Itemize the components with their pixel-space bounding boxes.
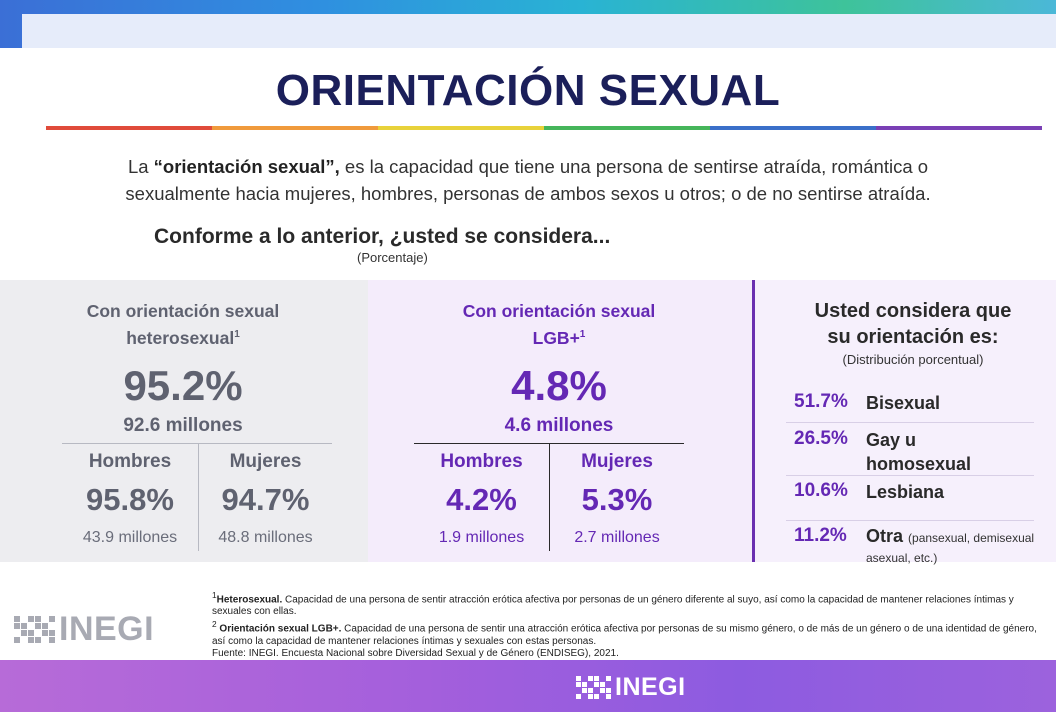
footnote-2-text: Capacidad de una persona de sentir una a… — [212, 623, 1037, 647]
distribution-separator — [786, 475, 1034, 476]
distribution-panel — [752, 280, 1056, 562]
lgb-men-label: Hombres — [440, 451, 523, 472]
distribution-title-line2: su orientación es: — [827, 326, 999, 348]
distribution-unit: (Distribución porcentual) — [842, 352, 984, 367]
lgb-men-percent: 4.2% — [446, 482, 517, 517]
distribution-percent: 10.6% — [794, 480, 848, 501]
footnotes: 1Heterosexual. Capacidad de una persona … — [212, 589, 1040, 660]
distribution-divider — [752, 280, 755, 562]
distribution-label: Otra (pansexual, demisexual asexual, etc… — [866, 525, 1036, 567]
lgb-women-percent: 5.3% — [581, 482, 653, 517]
lgb-note-mark: 1 — [579, 329, 586, 340]
intro-term: “orientación sexual”, — [153, 156, 340, 177]
lgb-panel — [368, 280, 752, 562]
footnote-2: 2 Orientación sexual LGB+. Capacidad de … — [212, 618, 1040, 647]
footnote-1-term: Heterosexual. — [216, 594, 283, 606]
distribution-label: Lesbiana — [866, 482, 945, 502]
footnote-1-text: Capacidad de una persona de sentir atrac… — [212, 594, 1014, 618]
distribution-label-extra: (pansexual, demisexual asexual, etc.) — [866, 531, 1035, 565]
top-sheet-edge — [22, 14, 1056, 54]
distribution-percent: 26.5% — [794, 428, 848, 449]
hetero-men-millions: 43.9 millones — [82, 529, 178, 546]
hetero-women-millions: 48.8 millones — [218, 529, 313, 546]
footnote-2-mark: 2 — [212, 619, 217, 630]
inegi-logo-bottom-mark-icon — [576, 676, 611, 699]
intro-text: La “orientación sexual”, es la capacidad… — [60, 153, 996, 207]
rainbow-segment — [544, 126, 710, 130]
hetero-men-percent: 95.8% — [86, 482, 174, 517]
hetero-millions: 92.6 millones — [123, 415, 243, 436]
distribution-title: Usted considera que su orientación es: — [770, 298, 1056, 350]
lgb-millions: 4.6 millones — [504, 415, 614, 436]
hetero-panel — [0, 280, 368, 562]
lgb-men-millions: 1.9 millones — [438, 529, 525, 546]
footnote-2-term: Orientación sexual LGB+. — [219, 623, 342, 635]
lgb-vline — [549, 443, 550, 551]
rainbow-divider — [46, 126, 1042, 130]
question-unit: (Porcentaje) — [357, 250, 428, 265]
hetero-hline — [62, 443, 332, 444]
inegi-logo-mark-icon — [14, 616, 55, 643]
hetero-women-label: Mujeres — [229, 451, 302, 472]
hetero-men-label: Hombres — [88, 451, 172, 472]
rainbow-segment — [378, 126, 544, 130]
lgb-percent: 4.8% — [511, 362, 607, 409]
distribution-label: Gay u homosexual — [866, 430, 972, 474]
distribution-percent: 11.2% — [794, 525, 847, 546]
distribution-percent: 51.7% — [794, 391, 848, 412]
inegi-logo-bottom: INEGI — [576, 673, 686, 702]
hetero-percent: 95.2% — [123, 362, 243, 409]
intro-lead: La — [127, 156, 154, 177]
lgb-women-millions: 2.7 millones — [574, 529, 660, 546]
distribution-label: Bisexual — [866, 393, 941, 413]
hetero-note-mark: 1 — [234, 329, 240, 340]
distribution-label-text: Otra — [866, 526, 904, 546]
hetero-women-percent: 94.7% — [221, 482, 310, 517]
inegi-logo: INEGI — [14, 610, 154, 649]
question-heading: Conforme a lo anterior, ¿usted se consid… — [154, 225, 611, 248]
bottom-color-band — [0, 660, 1056, 712]
page-title: ORIENTACIÓN SEXUAL — [275, 66, 781, 115]
intro-line1-rest: es la capacidad que tiene una persona de… — [339, 156, 929, 177]
inegi-logo-bottom-text: INEGI — [615, 673, 686, 701]
hetero-title-line2: heterosexual — [126, 327, 235, 348]
footnote-1-mark: 1 — [212, 590, 217, 600]
rainbow-segment — [46, 126, 212, 130]
distribution-separator — [786, 422, 1034, 423]
hetero-title: Con orientación sexual heterosexual1 — [20, 300, 346, 350]
rainbow-segment — [212, 126, 378, 130]
distribution-separator — [786, 520, 1034, 521]
distribution-title-line1: Usted considera que — [814, 300, 1012, 322]
hetero-title-line1: Con orientación sexual — [86, 301, 280, 321]
lgb-title: Con orientación sexual LGB+1 — [396, 300, 722, 350]
footnote-1: 1Heterosexual. Capacidad de una persona … — [212, 589, 1040, 618]
lgb-women-label: Mujeres — [581, 451, 653, 472]
inegi-logo-text: INEGI — [59, 610, 155, 648]
lgb-title-line2: LGB+ — [532, 327, 580, 348]
lgb-title-line1: Con orientación sexual — [462, 301, 656, 321]
hetero-vline — [198, 443, 199, 551]
footnote-source: Fuente: INEGI. Encuesta Nacional sobre D… — [212, 647, 619, 659]
rainbow-segment — [710, 126, 876, 130]
intro-line2: sexualmente hacia mujeres, hombres, pers… — [125, 183, 931, 204]
rainbow-segment — [876, 126, 1042, 130]
